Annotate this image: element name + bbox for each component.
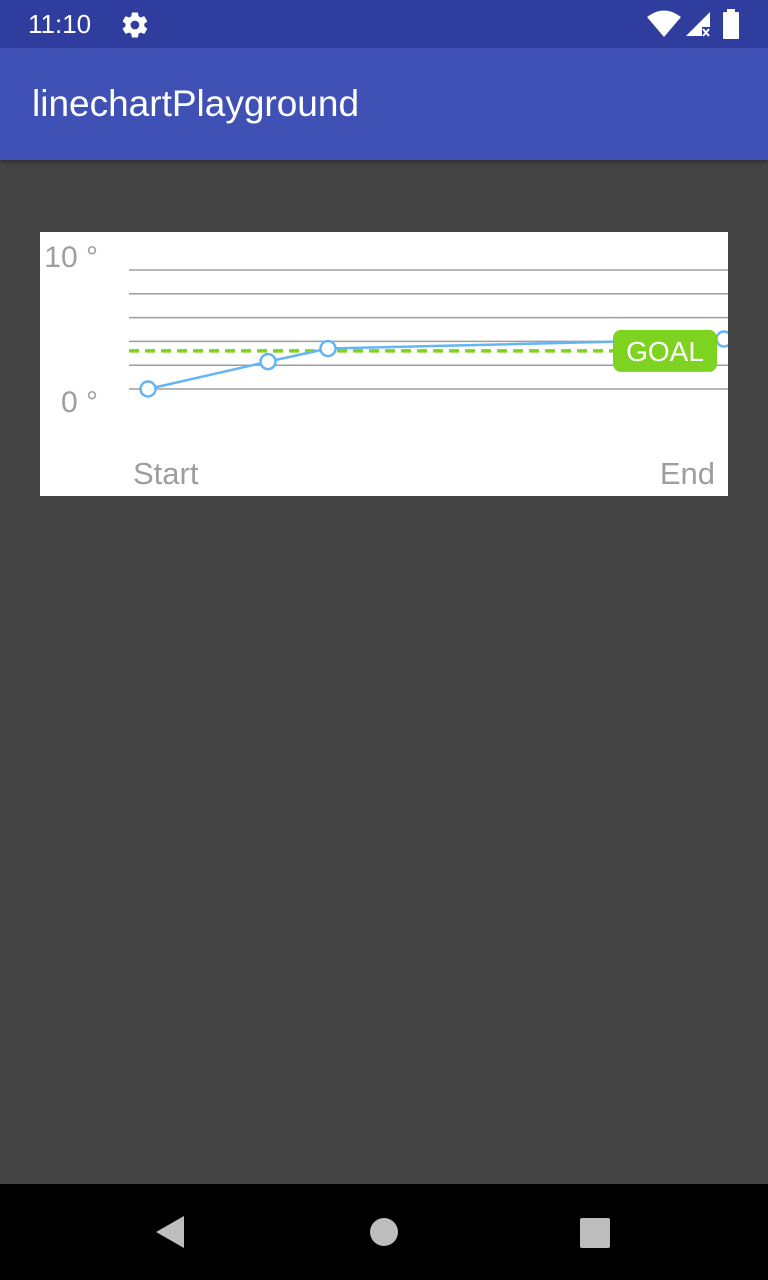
status-time: 11:10 [28,9,92,39]
data-point [319,339,337,358]
data-point [259,352,277,371]
cell-signal-icon [686,12,710,37]
y-tick-label: 0 ° [61,386,98,419]
app-bar: linechartPlayground [0,48,768,160]
battery-icon [723,9,739,39]
app-title: linechartPlayground [32,83,360,124]
wifi-icon [647,10,681,37]
y-tick-label: 10 ° [44,241,98,274]
recents-icon[interactable] [578,1216,612,1250]
data-point [715,330,728,348]
home-icon[interactable] [364,1212,404,1252]
status-bar: 11:10 [0,0,768,48]
x-label-end: End [660,456,715,491]
x-label-start: Start [133,456,199,491]
line-chart: 10 ° 0 ° GOAL Start End [40,232,728,496]
goal-label: GOAL [626,336,704,367]
series-line [147,337,725,391]
settings-icon [122,12,148,38]
chart-svg: 10 ° 0 ° GOAL Start End [44,241,728,491]
goal-badge [613,329,717,372]
back-icon[interactable] [152,1212,192,1252]
content-area: 10 ° 0 ° GOAL Start End [0,160,768,1184]
data-point [139,380,157,398]
